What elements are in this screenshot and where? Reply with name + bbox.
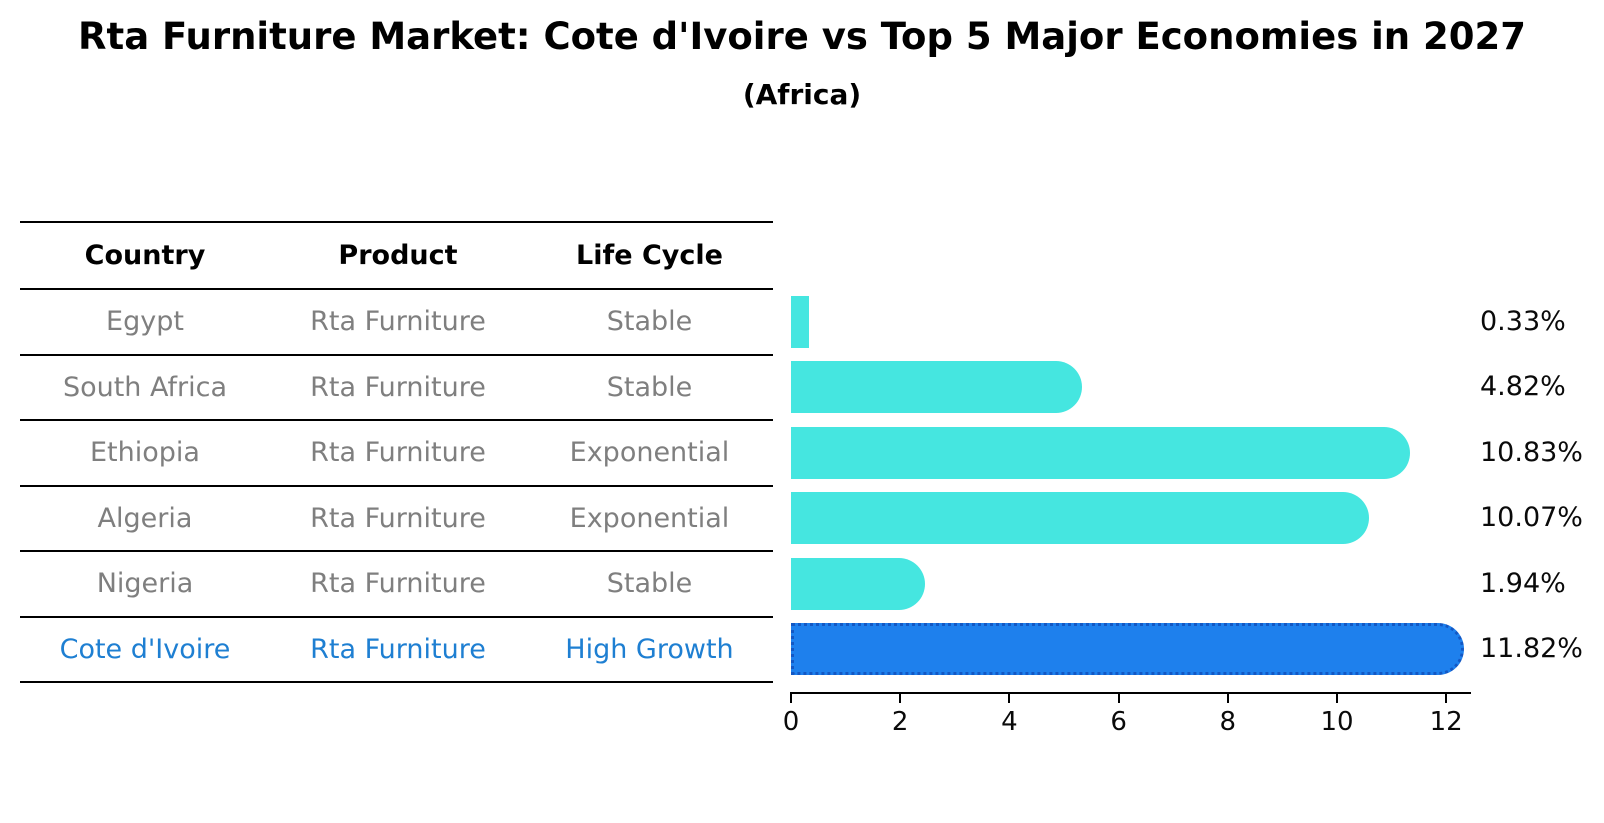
table-header-country: Country: [84, 240, 206, 271]
table-rule: [20, 288, 773, 290]
table-header-product: Product: [338, 240, 458, 271]
x-tick-label: 8: [1219, 707, 1237, 737]
table-rule: [20, 681, 773, 683]
lifecycle-cell: High Growth: [565, 633, 734, 665]
country-cell: Algeria: [97, 502, 193, 534]
lifecycle-cell: Stable: [606, 306, 693, 338]
product-cell: Rta Furniture: [310, 568, 486, 600]
value-label: 4.82%: [1480, 371, 1566, 403]
x-tick-label: 6: [1110, 707, 1127, 737]
table-header-lifecycle: Life Cycle: [576, 240, 723, 271]
x-tick-mark: [1117, 692, 1120, 703]
x-tick-label: 2: [891, 707, 909, 737]
table-rule: [20, 221, 773, 223]
table-row: Egypt Rta Furniture Stable: [20, 289, 773, 355]
country-cell: South Africa: [62, 371, 228, 403]
x-tick-label: 0: [782, 707, 800, 737]
table-rule: [20, 550, 773, 552]
table-header-row: Country Product Life Cycle: [20, 222, 773, 289]
table-rule: [20, 419, 773, 421]
bar: [791, 492, 1369, 545]
lifecycle-cell: Exponential: [569, 502, 730, 534]
bar: [791, 623, 1465, 676]
value-label: 0.33%: [1480, 305, 1566, 337]
value-label: 1.94%: [1480, 567, 1566, 599]
table-row: Algeria Rta Furniture Exponential: [20, 486, 773, 552]
x-tick-label: 12: [1429, 707, 1463, 737]
product-cell: Rta Furniture: [310, 306, 486, 338]
x-tick-mark: [1336, 692, 1338, 703]
value-label: 10.83%: [1480, 436, 1583, 468]
table-rule: [20, 615, 773, 618]
x-tick-label: 10: [1320, 707, 1354, 737]
table-row: South Africa Rta Furniture Stable: [20, 355, 773, 421]
table-row: Cote d'Ivoire Rta Furniture High Growth: [20, 617, 773, 683]
bar: [791, 295, 810, 348]
x-axis-line: [791, 692, 1471, 694]
product-cell: Rta Furniture: [310, 437, 486, 469]
lifecycle-cell: Stable: [606, 371, 693, 403]
country-cell: Cote d'Ivoire: [59, 633, 231, 665]
table-row: Nigeria Rta Furniture Stable: [20, 551, 773, 617]
x-tick-mark: [790, 692, 792, 703]
bar: [791, 426, 1411, 479]
chart-subtitle: (Africa): [742, 78, 862, 111]
product-cell: Rta Furniture: [310, 502, 486, 534]
lifecycle-cell: Stable: [606, 568, 693, 600]
x-tick-label: 4: [1001, 707, 1018, 737]
bar: [791, 557, 925, 610]
table-rule: [20, 353, 773, 356]
value-label: 10.07%: [1480, 502, 1583, 534]
country-cell: Nigeria: [96, 568, 194, 600]
x-tick-mark: [899, 692, 902, 703]
x-tick-mark: [1226, 692, 1229, 703]
country-cell: Ethiopia: [90, 437, 200, 469]
x-tick-mark: [1445, 692, 1448, 703]
country-cell: Egypt: [106, 306, 184, 338]
lifecycle-cell: Exponential: [569, 437, 730, 469]
chart-title: Rta Furniture Market: Cote d'Ivoire vs T…: [78, 15, 1526, 58]
bar: [791, 361, 1083, 414]
value-label: 11.82%: [1480, 633, 1583, 665]
x-tick-mark: [1008, 692, 1011, 703]
table-rule: [20, 484, 773, 487]
product-cell: Rta Furniture: [310, 371, 486, 403]
product-cell: Rta Furniture: [310, 633, 486, 665]
table-row: Ethiopia Rta Furniture Exponential: [20, 420, 773, 486]
